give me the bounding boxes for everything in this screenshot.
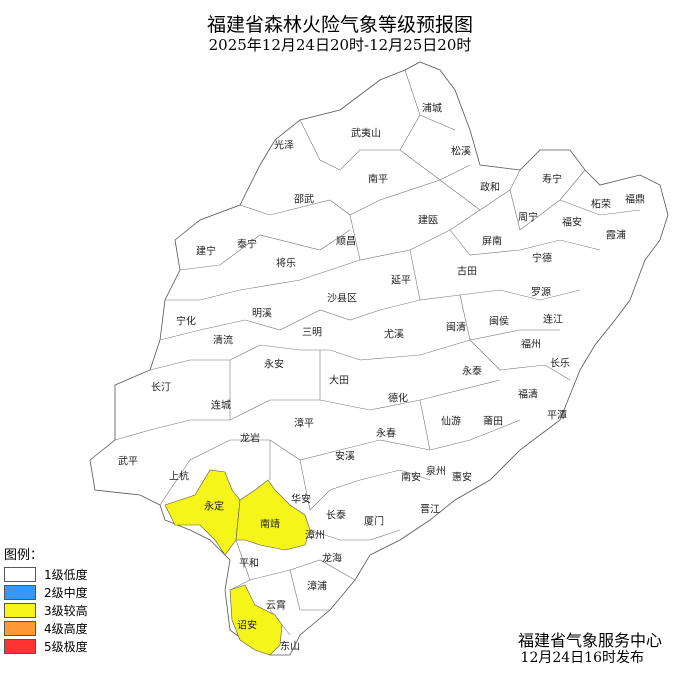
county-label: 长乐: [550, 358, 570, 370]
county-label: 武平: [118, 456, 138, 468]
county-label: 云霄: [266, 600, 286, 612]
county-label: 光泽: [274, 140, 294, 152]
county-label: 建瓯: [418, 215, 438, 227]
legend-swatch-3: [4, 603, 36, 618]
publisher-name: 福建省气象服务中心: [517, 631, 662, 650]
county-label: 上杭: [169, 471, 189, 483]
county-label: 南平: [368, 174, 388, 186]
county-label: 龙岩: [240, 433, 260, 445]
county-label: 松溪: [451, 146, 471, 158]
county-label: 平潭: [547, 410, 567, 422]
county-label: 福鼎: [625, 194, 645, 206]
county-label: 长泰: [326, 510, 346, 522]
legend-swatch-5: [4, 639, 36, 654]
legend-label: 3级较高: [44, 604, 88, 618]
county-label: 福清: [518, 389, 538, 401]
county-label: 建宁: [196, 246, 216, 258]
county-label: 三明: [302, 327, 322, 339]
county-label: 沙县区: [327, 293, 357, 305]
county-label: 邵武: [294, 194, 314, 206]
county-label: 政和: [480, 182, 500, 194]
legend-label: 5级极度: [44, 640, 88, 654]
county-label: 永定: [204, 501, 224, 513]
legend-label: 2级中度: [44, 586, 88, 600]
county-label: 安溪: [335, 451, 355, 463]
county-label: 仙游: [441, 416, 461, 428]
county-label: 龙海: [322, 553, 342, 565]
county-label: 延平: [391, 275, 411, 287]
legend-label: 1级低度: [44, 568, 88, 582]
county-label: 南安: [401, 472, 421, 484]
county-label: 漳州: [305, 530, 325, 542]
county-label: 连江: [543, 314, 563, 326]
county-label: 清流: [213, 335, 233, 347]
county-label: 长汀: [151, 382, 171, 394]
legend-item: 4级高度: [4, 620, 88, 637]
county-label: 永春: [376, 428, 396, 440]
county-label: 漳浦: [307, 581, 327, 593]
county-label: 浦城: [422, 103, 442, 115]
county-label: 泰宁: [237, 239, 257, 251]
county-label: 德化: [388, 393, 408, 405]
county-label: 寿宁: [542, 174, 562, 186]
county-label: 明溪: [252, 308, 272, 320]
county-label: 罗源: [531, 287, 551, 299]
region-zhaoan-level3: [229, 584, 283, 656]
county-label: 连城: [211, 400, 231, 412]
county-label: 漳平: [294, 418, 314, 430]
county-label: 南靖: [260, 519, 280, 531]
legend-item: 1级低度: [4, 566, 88, 583]
county-label: 将乐: [276, 258, 296, 270]
legend-title: 图例：: [4, 548, 44, 563]
county-label: 诏安: [237, 620, 257, 632]
legend-swatch-2: [4, 585, 36, 600]
county-label: 晋江: [420, 504, 440, 516]
county-label: 闽清: [446, 322, 466, 334]
county-label: 厦门: [364, 516, 384, 528]
publish-time: 12月24日16时发布: [520, 650, 644, 666]
county-label: 宁德: [532, 253, 552, 265]
legend-item: 5级极度: [4, 638, 88, 655]
county-label: 屏南: [482, 236, 502, 248]
county-label: 福安: [562, 217, 582, 229]
county-label: 惠安: [452, 472, 472, 484]
county-label: 平和: [239, 558, 259, 570]
legend-swatch-1: [4, 567, 36, 582]
county-label: 闽侯: [489, 316, 509, 328]
legend-item: 2级中度: [4, 584, 88, 601]
legend-label: 4级高度: [44, 622, 88, 636]
county-label: 东山: [280, 641, 300, 653]
county-label: 尤溪: [384, 329, 404, 341]
county-label: 柘荣: [591, 199, 611, 211]
map-subtitle: 2025年12月24日20时-12月25日20时: [208, 36, 472, 54]
county-label: 永安: [264, 359, 284, 371]
county-label: 莆田: [483, 416, 503, 428]
county-label: 福州: [521, 339, 541, 351]
county-borders: [114, 69, 641, 636]
legend-item: 3级较高: [4, 602, 88, 619]
county-label: 大田: [329, 375, 349, 387]
county-label: 永泰: [462, 366, 482, 378]
county-label: 泉州: [426, 466, 446, 478]
county-label: 周宁: [518, 212, 538, 224]
legend-swatch-4: [4, 621, 36, 636]
county-label: 霞浦: [606, 230, 626, 242]
county-label: 宁化: [176, 316, 196, 328]
region-nanjing-level3: [235, 479, 311, 551]
county-label: 顺昌: [336, 236, 356, 248]
map-title: 福建省森林火险气象等级预报图: [206, 14, 473, 36]
county-label: 武夷山: [351, 128, 381, 140]
county-label: 古田: [457, 266, 477, 278]
county-label: 华安: [291, 494, 311, 506]
